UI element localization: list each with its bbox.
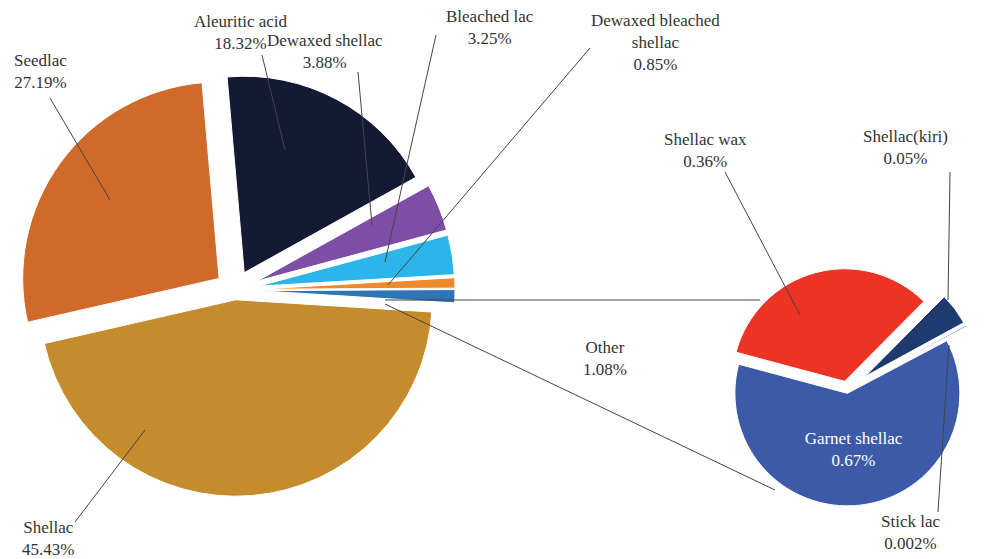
svg-text:Seedlac27.19%: Seedlac27.19% (14, 51, 67, 92)
svg-text:Aleuritic acid18.32%: Aleuritic acid18.32% (194, 12, 287, 53)
svg-text:Dewaxed bleachedshellac0.85%: Dewaxed bleachedshellac0.85% (591, 11, 720, 74)
svg-text:Shellac(kiri)0.05%: Shellac(kiri)0.05% (863, 127, 948, 168)
svg-text:Shellac wax0.36%: Shellac wax0.36% (664, 130, 747, 171)
svg-text:Garnet shellac0.67%: Garnet shellac0.67% (805, 429, 903, 470)
svg-text:Other1.08%: Other1.08% (583, 338, 627, 379)
svg-text:Bleached lac3.25%: Bleached lac3.25% (446, 7, 534, 48)
svg-text:Stick lac0.002%: Stick lac0.002% (881, 512, 940, 553)
svg-text:Shellac45.43%: Shellac45.43% (22, 518, 74, 559)
svg-text:Dewaxed shellac3.88%: Dewaxed shellac3.88% (267, 31, 383, 72)
